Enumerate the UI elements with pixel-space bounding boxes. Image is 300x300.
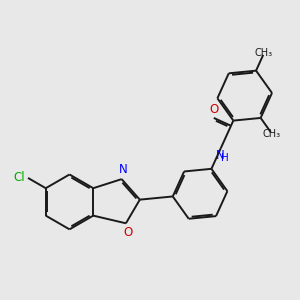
Text: CH₃: CH₃ bbox=[263, 129, 281, 139]
Text: CH₃: CH₃ bbox=[255, 48, 273, 58]
Text: N: N bbox=[216, 149, 225, 162]
Text: Cl: Cl bbox=[14, 171, 26, 184]
Text: N: N bbox=[119, 163, 128, 176]
Text: O: O bbox=[124, 226, 133, 239]
Text: H: H bbox=[221, 153, 229, 163]
Text: O: O bbox=[210, 103, 219, 116]
